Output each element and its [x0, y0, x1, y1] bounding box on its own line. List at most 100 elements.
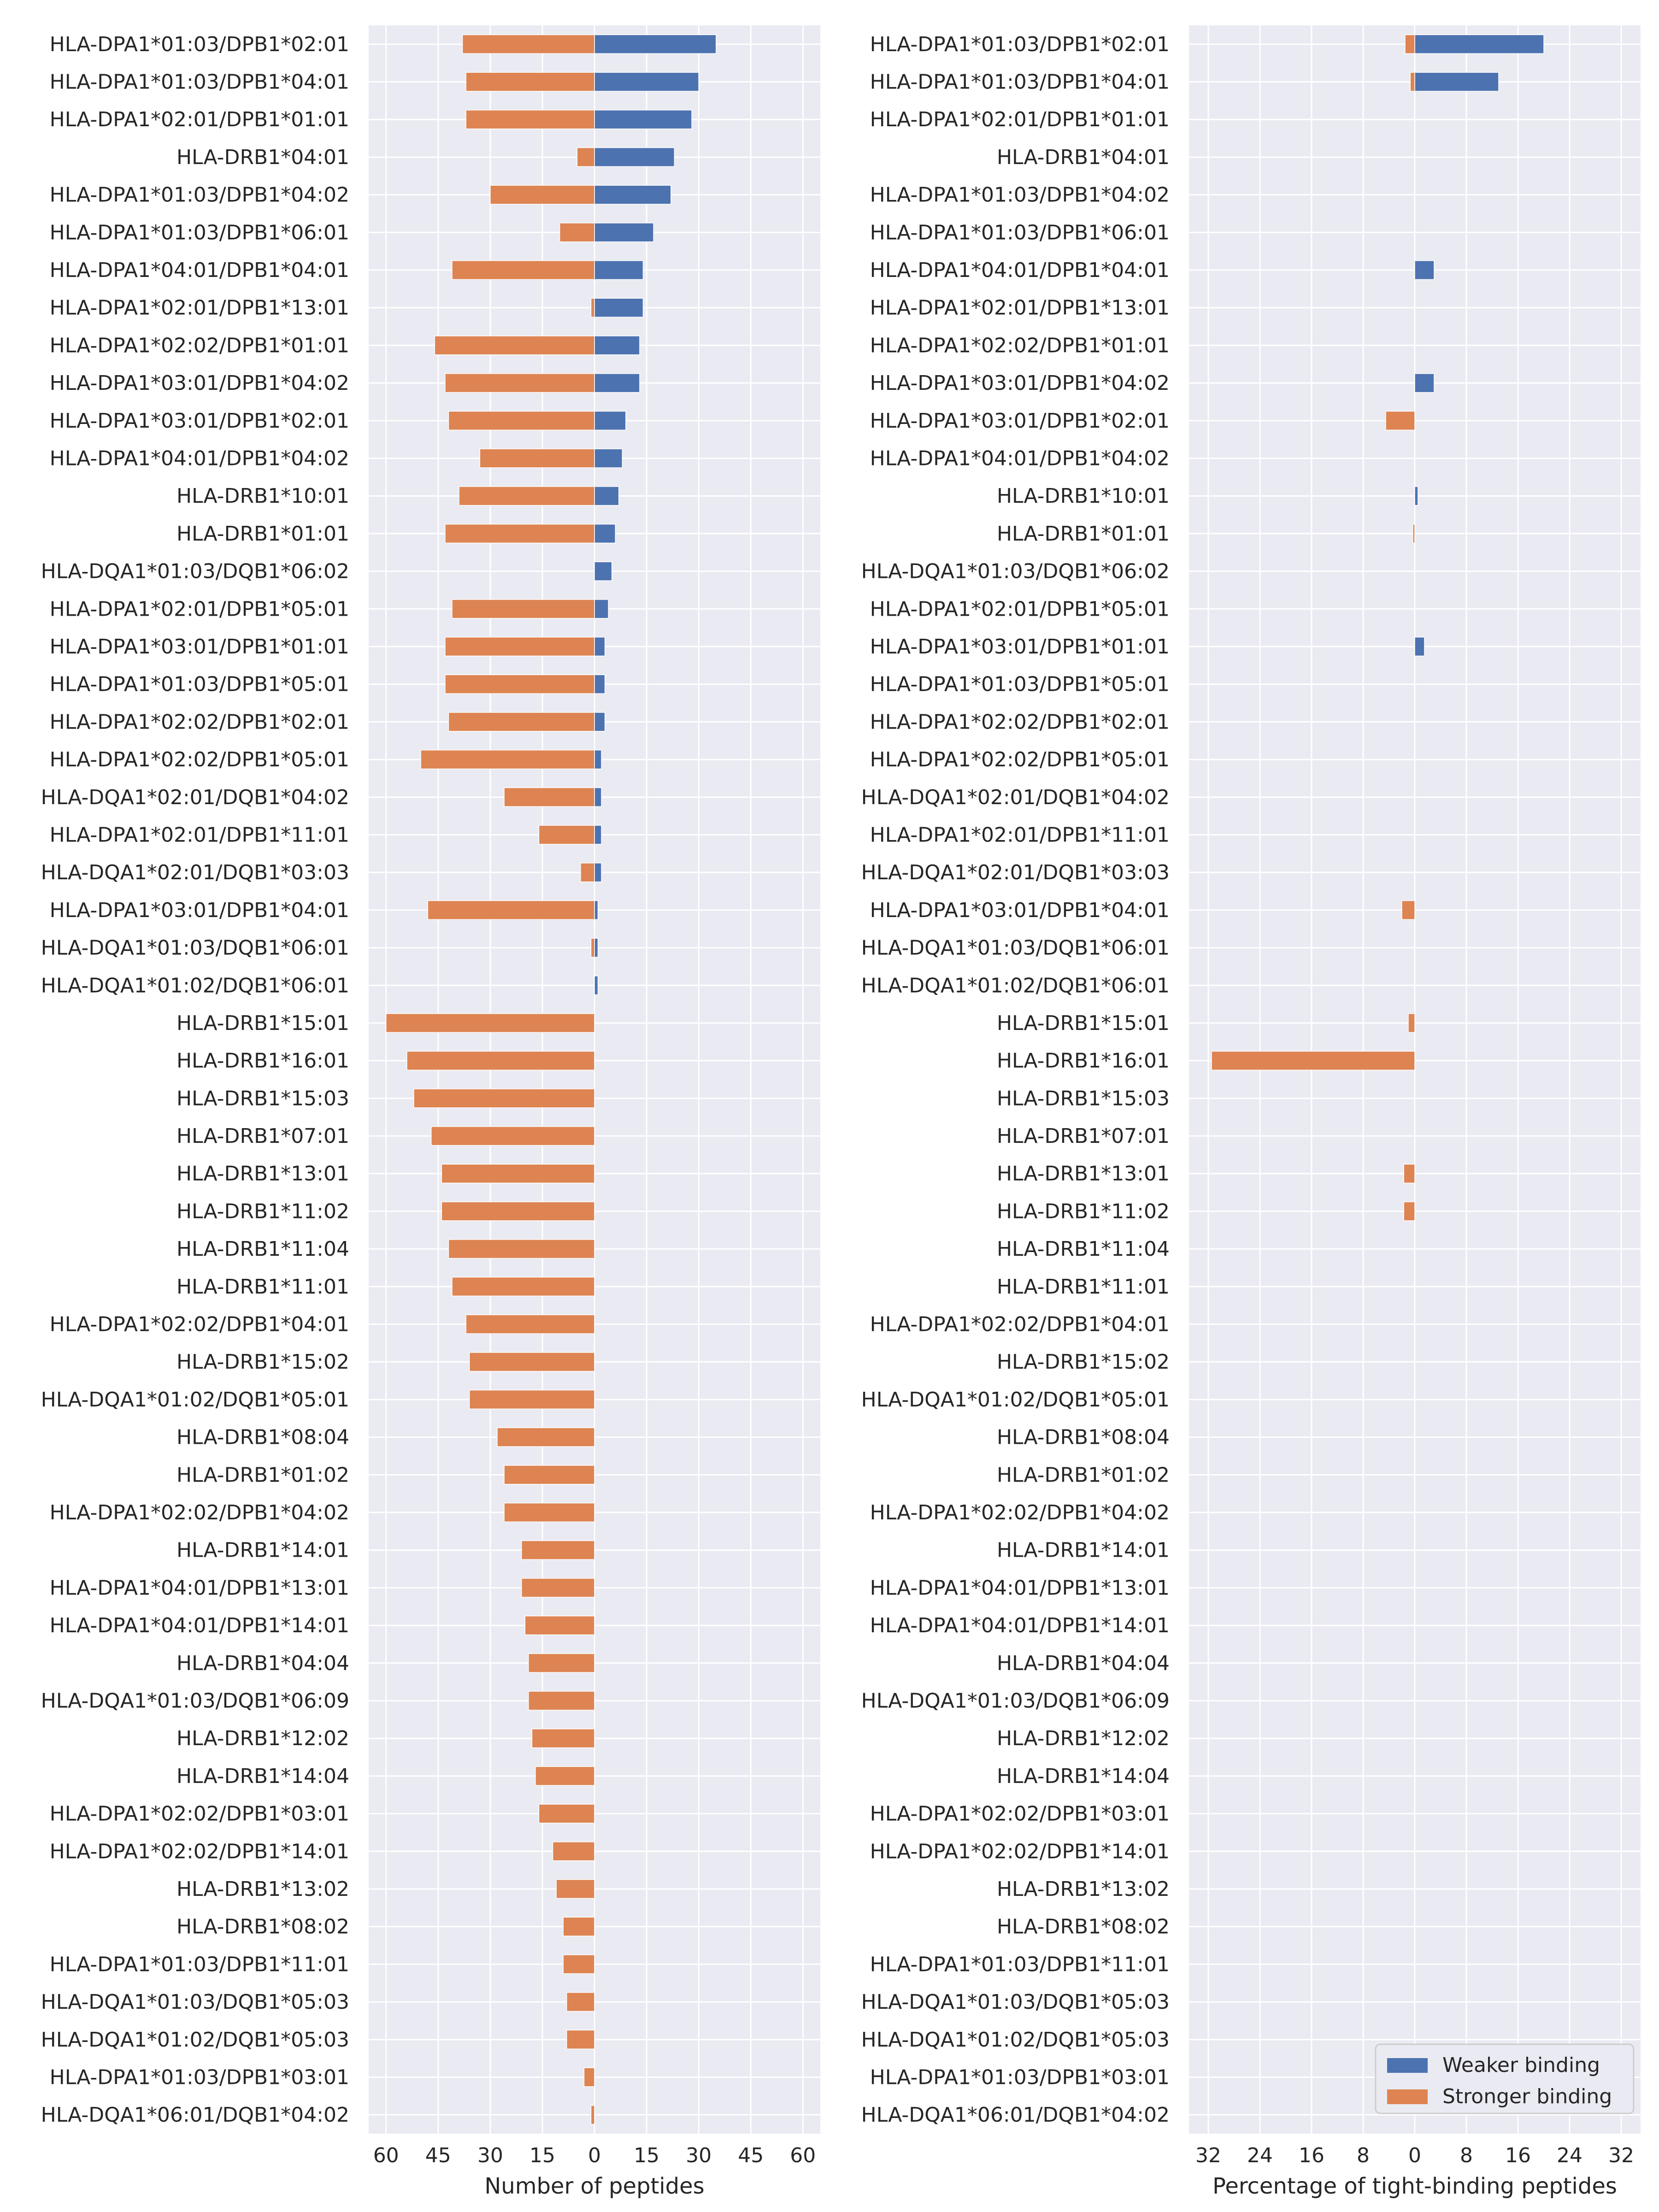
category-label: HLA-DRB1*14:01 — [997, 1539, 1170, 1562]
bar-stronger — [497, 1427, 595, 1447]
category-label: HLA-DPA1*03:01/DPB1*04:01 — [50, 899, 349, 922]
bar-weaker — [594, 373, 640, 393]
category-label: HLA-DPA1*02:01/DPB1*11:01 — [870, 823, 1170, 847]
category-label: HLA-DQA1*01:02/DQB1*06:01 — [861, 974, 1170, 997]
bar-stronger — [504, 1465, 595, 1485]
category-label: HLA-DPA1*02:01/DPB1*01:01 — [50, 108, 349, 131]
bar-stronger — [441, 1201, 595, 1221]
x-tick-label: 32 — [1608, 2144, 1634, 2167]
x-axis-label: Number of peptides — [484, 2173, 704, 2199]
category-label: HLA-DRB1*08:04 — [997, 1426, 1170, 1449]
category-label: HLA-DPA1*02:02/DPB1*04:02 — [870, 1501, 1170, 1524]
bar-stronger — [445, 373, 595, 393]
category-label: HLA-DRB1*16:01 — [997, 1049, 1170, 1073]
bar-stronger — [590, 2105, 595, 2125]
bar-stronger — [448, 712, 595, 732]
category-label: HLA-DPA1*01:03/DPB1*04:01 — [870, 71, 1170, 94]
x-tick-label: 24 — [1247, 2144, 1273, 2167]
x-tick-label: 60 — [790, 2144, 816, 2167]
bar-weaker — [594, 34, 717, 54]
category-label: HLA-DPA1*04:01/DPB1*04:01 — [50, 259, 349, 282]
category-label: HLA-DQA1*01:03/DQB1*06:01 — [41, 936, 349, 960]
bar-stronger — [1412, 524, 1415, 544]
category-label: HLA-DPA1*02:02/DPB1*04:02 — [50, 1501, 349, 1524]
bar-stronger — [448, 411, 595, 430]
category-label: HLA-DPA1*02:02/DPB1*02:01 — [870, 710, 1170, 734]
x-tick-label: 0 — [588, 2144, 601, 2167]
bar-stronger — [448, 1239, 595, 1259]
category-label: HLA-DPA1*01:03/DPB1*06:01 — [50, 221, 349, 244]
bar-stronger — [1410, 72, 1415, 92]
category-label: HLA-DPA1*02:02/DPB1*05:01 — [870, 748, 1170, 771]
category-label: HLA-DPA1*01:03/DPB1*11:01 — [50, 1953, 349, 1976]
bar-stronger — [566, 2030, 595, 2049]
x-tick-label: 16 — [1299, 2144, 1324, 2167]
bar-weaker — [594, 636, 606, 657]
bar-weaker — [594, 862, 602, 882]
bar-stronger — [563, 1917, 595, 1936]
category-label: HLA-DPA1*04:01/DPB1*04:01 — [870, 259, 1170, 282]
category-label: HLA-DRB1*15:02 — [997, 1350, 1170, 1374]
category-label: HLA-DPA1*04:01/DPB1*13:01 — [870, 1576, 1170, 1600]
bar-weaker — [594, 147, 675, 167]
bar-weaker — [594, 260, 644, 280]
category-label: HLA-DPA1*03:01/DPB1*01:01 — [50, 635, 349, 659]
category-label: HLA-DQA1*02:01/DQB1*03:03 — [41, 861, 349, 884]
category-label: HLA-DQA1*01:02/DQB1*05:03 — [861, 2028, 1170, 2052]
bar-stronger — [590, 298, 595, 318]
category-label: HLA-DPA1*02:02/DPB1*14:01 — [50, 1840, 349, 1863]
legend-swatch-weaker — [1387, 2058, 1428, 2073]
bar-stronger — [528, 1691, 595, 1711]
bar-stronger — [566, 1992, 595, 2012]
category-label: HLA-DPA1*03:01/DPB1*04:01 — [870, 899, 1170, 922]
bar-stronger — [528, 1653, 595, 1673]
x-tick-label: 30 — [686, 2144, 712, 2167]
bar-stronger — [538, 1804, 595, 1824]
x-tick-label: 30 — [477, 2144, 503, 2167]
bar-weaker — [594, 335, 640, 355]
bar-stronger — [580, 862, 595, 882]
bar-weaker — [594, 599, 609, 619]
x-tick-label: 0 — [1408, 2144, 1421, 2167]
x-tick-label: 8 — [1460, 2144, 1473, 2167]
bar-stronger — [441, 1164, 595, 1183]
bar-stronger — [452, 1277, 595, 1297]
bar-stronger — [490, 185, 595, 205]
left-panel: 60 45 30 15 0 15 30 45 60 HLA-DPA1*01:03/DPB1*02:… — [41, 25, 820, 2199]
category-label: HLA-DRB1*10:01 — [176, 484, 349, 508]
category-label: HLA-DPA1*03:01/DPB1*01:01 — [870, 635, 1170, 659]
category-label: HLA-DQA1*01:03/DQB1*06:09 — [41, 1689, 349, 1712]
category-label: HLA-DRB1*04:04 — [176, 1652, 349, 1675]
bar-stronger — [406, 1051, 595, 1071]
bar-stronger — [577, 147, 595, 167]
category-label: HLA-DPA1*01:03/DPB1*04:02 — [50, 183, 349, 207]
category-label: HLA-DRB1*14:04 — [176, 1765, 349, 1788]
bar-stronger — [504, 787, 595, 807]
category-label: HLA-DPA1*02:02/DPB1*03:01 — [870, 1802, 1170, 1826]
bar-stronger — [1211, 1051, 1415, 1071]
bar-weaker — [594, 900, 599, 920]
bar-weaker — [594, 712, 606, 732]
bar-stronger — [459, 486, 595, 506]
bar-stronger — [538, 825, 595, 845]
category-label: HLA-DRB1*11:04 — [176, 1237, 349, 1261]
bar-stronger — [504, 1502, 595, 1523]
bar-weaker — [1414, 72, 1499, 92]
bar-stronger — [469, 1389, 595, 1410]
bar-stronger — [452, 260, 595, 280]
category-label: HLA-DRB1*13:01 — [997, 1162, 1170, 1186]
category-label: HLA-DPA1*03:01/DPB1*04:02 — [870, 371, 1170, 395]
category-label: HLA-DRB1*08:02 — [176, 1915, 349, 1939]
category-label: HLA-DPA1*02:01/DPB1*05:01 — [50, 597, 349, 621]
bar-weaker — [1414, 486, 1418, 506]
bar-weaker — [594, 938, 599, 958]
category-label: HLA-DQA1*01:03/DQB1*06:01 — [861, 936, 1170, 960]
category-label: HLA-DRB1*04:01 — [176, 146, 349, 169]
bar-weaker — [594, 486, 619, 506]
x-tick-label: 15 — [634, 2144, 659, 2167]
category-label: HLA-DQA1*01:03/DQB1*05:03 — [41, 1990, 349, 2014]
category-label: HLA-DPA1*04:01/DPB1*14:01 — [50, 1614, 349, 1637]
x-axis-label: Percentage of tight-binding peptides — [1212, 2173, 1617, 2199]
bar-weaker — [594, 110, 692, 129]
